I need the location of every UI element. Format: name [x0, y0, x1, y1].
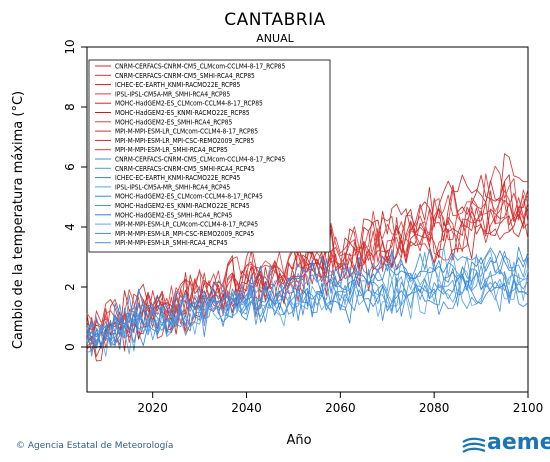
legend-entry: CNRM-CERFACS-CNRM-CM5_SMHI-RCA4_RCP85 [115, 72, 255, 80]
series-line-rcp45-19 [86, 268, 529, 348]
chart-title: CANTABRIA [224, 10, 326, 30]
legend-entry: MPI-M-MPI-ESM-LR_SMHI-RCA4_RCP45 [115, 239, 228, 247]
series-line-rcp45-17 [86, 269, 529, 357]
plot-area [86, 46, 529, 393]
x-tick-label: 2100 [513, 401, 544, 415]
legend-entry: CNRM-CERFACS-CNRM-CM5_SMHI-RCA4_RCP45 [115, 165, 255, 173]
legend-entry: MOHC-HadGEM2-ES_CLMcom-CCLM4-8-17_RCP85 [115, 100, 263, 108]
legend-entry: MPI-M-MPI-ESM-LR_CLMcom-CCLM4-8-17_RCP45 [115, 221, 258, 229]
legend-box [88, 59, 331, 253]
legend-entry: CNRM-CERFACS-CNRM-CM5_CLMcom-CCLM4-8-17_… [115, 156, 285, 164]
series-line-rcp45-12 [86, 267, 529, 347]
legend-entry: ICHEC-EC-EARTH_KNMI-RACMO22E_RCP45 [115, 174, 241, 182]
series-line-rcp45-18 [86, 266, 529, 350]
x-tick-label: 2040 [231, 401, 262, 415]
chart-subtitle: ANUAL [256, 32, 294, 45]
legend-entry: MPI-M-MPI-ESM-LR_MPI-CSC-REMO2009_RCP45 [115, 230, 254, 238]
legend-entry: MOHC-HadGEM2-ES_KNMI-RACMO22E_RCP85 [115, 109, 250, 117]
series-line-rcp85-9 [86, 197, 529, 347]
y-tick-label: 10 [63, 39, 77, 54]
x-tick-label: 2080 [419, 401, 450, 415]
series-line-rcp85-4 [86, 153, 528, 346]
legend-entry: IPSL-IPSL-CM5A-MR_SMHI-RCA4_RCP85 [115, 90, 230, 98]
legend-entry: MPI-M-MPI-ESM-LR_CLMcom-CCLM4-8-17_RCP85 [115, 128, 258, 136]
series-line-rcp45-14 [86, 246, 529, 349]
y-tick-label: 6 [63, 163, 77, 171]
series-line-rcp45-15 [86, 250, 529, 347]
series-line-rcp45-16 [86, 250, 529, 350]
legend-entry: MOHC-HadGEM2-ES_KNMI-RACMO22E_RCP45 [115, 202, 250, 210]
series-line-rcp85-8 [86, 200, 529, 331]
y-tick-label: 8 [63, 103, 77, 111]
y-tick-label: 0 [63, 343, 77, 351]
aemet-brand: aemet [487, 430, 550, 455]
y-tick-label: 4 [63, 223, 77, 231]
legend-entry: ICHEC-EC-EARTH_KNMI-RACMO22E_RCP85 [115, 81, 241, 89]
legend-entry: MOHC-HadGEM2-ES_SMHI-RCA4_RCP85 [115, 118, 233, 126]
agency-credit: © Agencia Estatal de Meteorología [16, 441, 174, 451]
legend-entry: MOHC-HadGEM2-ES_CLMcom-CCLM4-8-17_RCP45 [115, 193, 263, 201]
y-tick-label: 2 [63, 283, 77, 291]
series-line-rcp85-7 [86, 209, 529, 350]
legend-entry: CNRM-CERFACS-CNRM-CM5_CLMcom-CCLM4-8-17_… [115, 63, 285, 71]
x-tick-label: 2020 [137, 401, 168, 415]
legend-entry: MPI-M-MPI-ESM-LR_MPI-CSC-REMO2009_RCP85 [115, 137, 254, 145]
y-axis-label: Cambio de la temperatura máxima (°C) [11, 91, 26, 349]
x-axis-label: Año [286, 433, 311, 448]
aemet-logo-icon [462, 437, 486, 453]
legend-entry: MOHC-HadGEM2-ES_SMHI-RCA4_RCP45 [115, 211, 233, 219]
x-tick-label: 2060 [325, 401, 356, 415]
legend-entry: IPSL-IPSL-CM5A-MR_SMHI-RCA4_RCP45 [115, 183, 230, 191]
legend-entry: MPI-M-MPI-ESM-LR_SMHI-RCA4_RCP85 [115, 146, 228, 154]
